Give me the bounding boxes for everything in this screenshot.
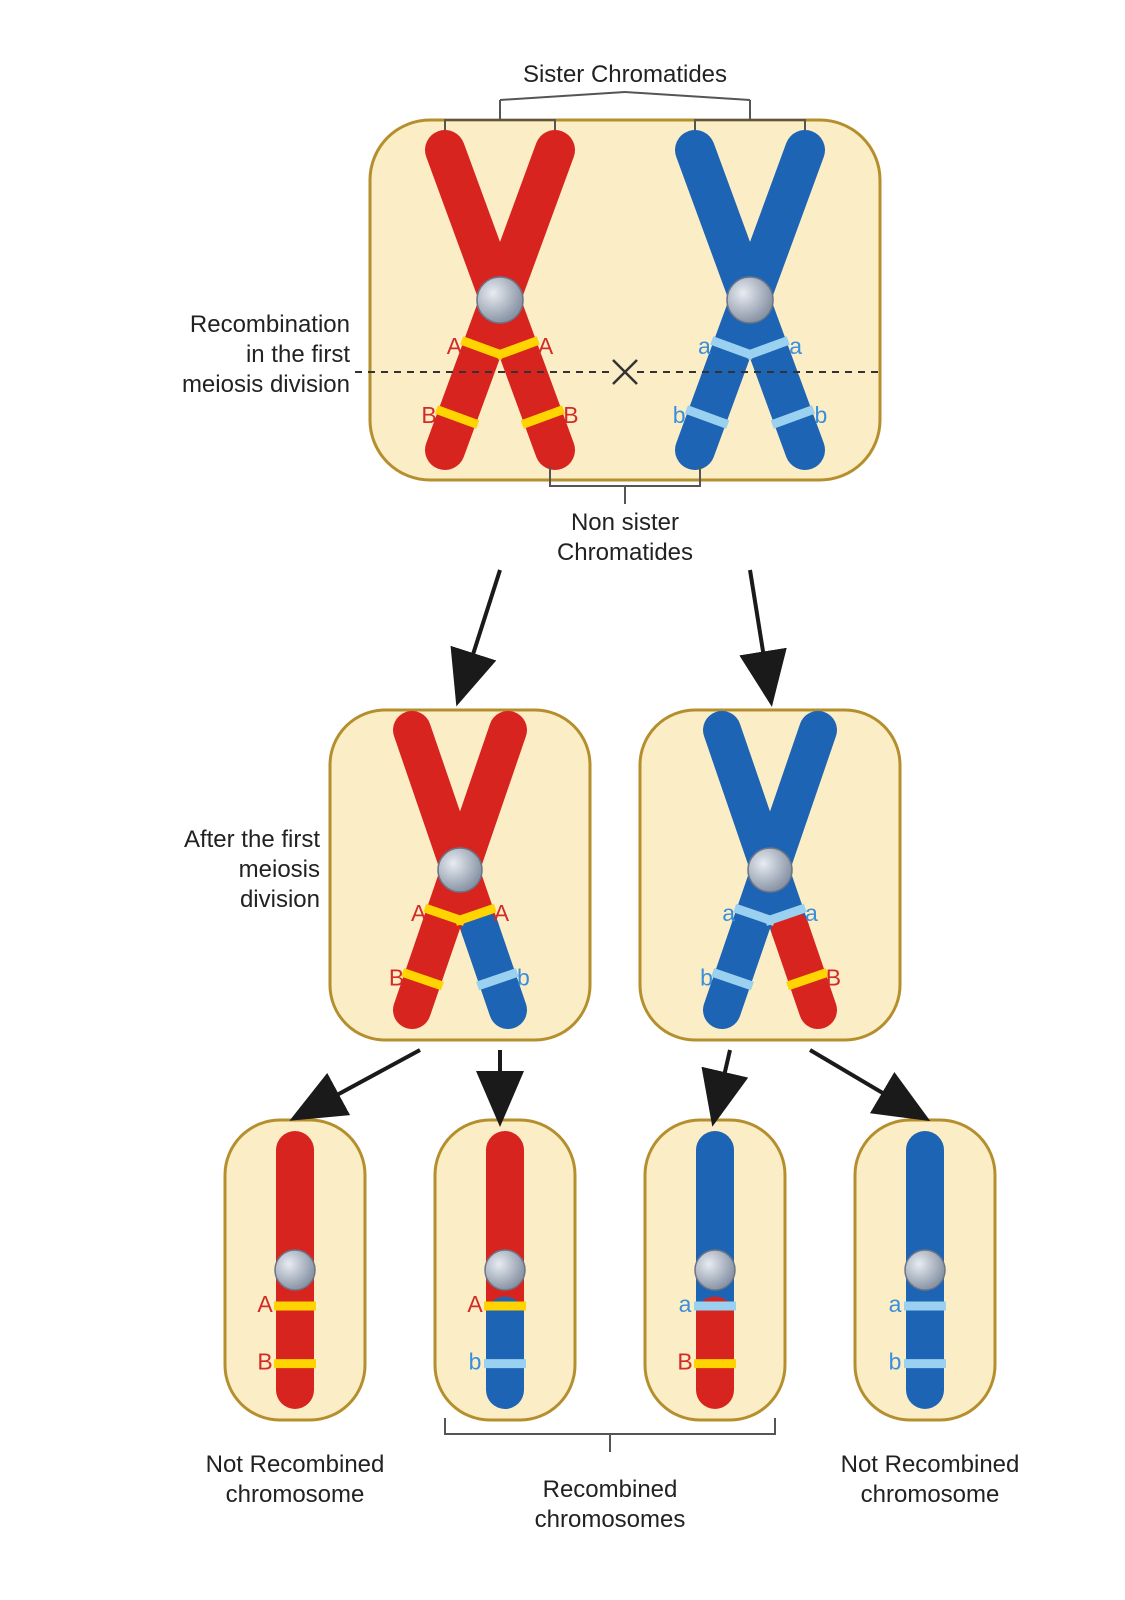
svg-text:a: a (679, 1291, 692, 1317)
svg-text:a: a (789, 333, 802, 359)
svg-text:a: a (889, 1291, 902, 1317)
svg-text:A: A (411, 900, 427, 926)
svg-text:A: A (447, 333, 463, 359)
svg-text:b: b (700, 964, 713, 990)
svg-text:b: b (469, 1349, 482, 1375)
svg-text:A: A (538, 333, 554, 359)
svg-text:A: A (467, 1291, 483, 1317)
svg-text:A: A (257, 1291, 273, 1317)
svg-text:b: b (815, 402, 828, 428)
svg-text:A: A (494, 900, 510, 926)
svg-text:b: b (673, 402, 686, 428)
svg-text:B: B (826, 964, 841, 990)
svg-text:a: a (722, 900, 735, 926)
svg-text:a: a (805, 900, 818, 926)
svg-text:B: B (389, 964, 404, 990)
svg-text:b: b (517, 964, 530, 990)
svg-text:b: b (889, 1349, 902, 1375)
diagram-svg: A A B Ba a b b A A Bb a a b B A B Ab a Ba b (0, 0, 1125, 1600)
svg-text:a: a (698, 333, 711, 359)
svg-text:B: B (257, 1349, 272, 1375)
svg-text:B: B (563, 402, 578, 428)
svg-text:B: B (677, 1349, 692, 1375)
diagram-stage: Sister Chromatides Recombination in the … (0, 0, 1125, 1600)
svg-text:B: B (421, 402, 436, 428)
